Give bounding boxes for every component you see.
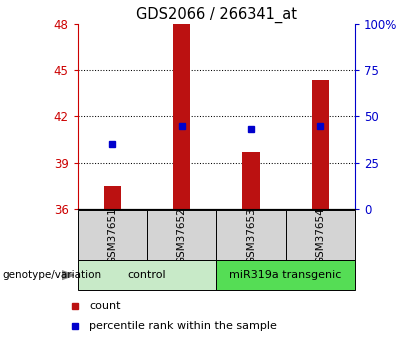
Bar (242, 152, 260, 209)
Text: GSM37652: GSM37652 (177, 207, 186, 264)
Bar (104, 186, 121, 209)
Text: GSM37653: GSM37653 (246, 207, 256, 264)
Text: count: count (89, 301, 121, 311)
FancyBboxPatch shape (78, 260, 216, 290)
Text: control: control (128, 270, 166, 280)
Text: genotype/variation: genotype/variation (2, 270, 101, 280)
Title: GDS2066 / 266341_at: GDS2066 / 266341_at (136, 7, 297, 23)
FancyBboxPatch shape (216, 260, 355, 290)
Text: percentile rank within the sample: percentile rank within the sample (89, 321, 277, 331)
FancyBboxPatch shape (147, 210, 216, 260)
Text: miR319a transgenic: miR319a transgenic (229, 270, 342, 280)
FancyBboxPatch shape (78, 210, 147, 260)
Bar (173, 24, 190, 209)
Text: GSM37651: GSM37651 (108, 207, 117, 264)
Text: GSM37654: GSM37654 (315, 207, 325, 264)
Bar (312, 80, 329, 209)
FancyBboxPatch shape (216, 210, 286, 260)
FancyBboxPatch shape (286, 210, 355, 260)
Polygon shape (62, 271, 74, 279)
